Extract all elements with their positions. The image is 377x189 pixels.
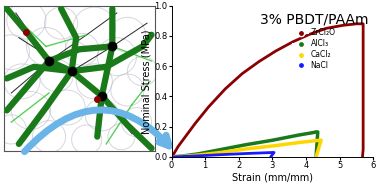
X-axis label: Strain (mm/mm): Strain (mm/mm) bbox=[232, 173, 313, 183]
Legend: ZrCl₂O, AlCl₃, CaCl₂, NaCl: ZrCl₂O, AlCl₃, CaCl₂, NaCl bbox=[260, 12, 369, 70]
Y-axis label: Nominal Stress (MPa): Nominal Stress (MPa) bbox=[141, 29, 151, 133]
